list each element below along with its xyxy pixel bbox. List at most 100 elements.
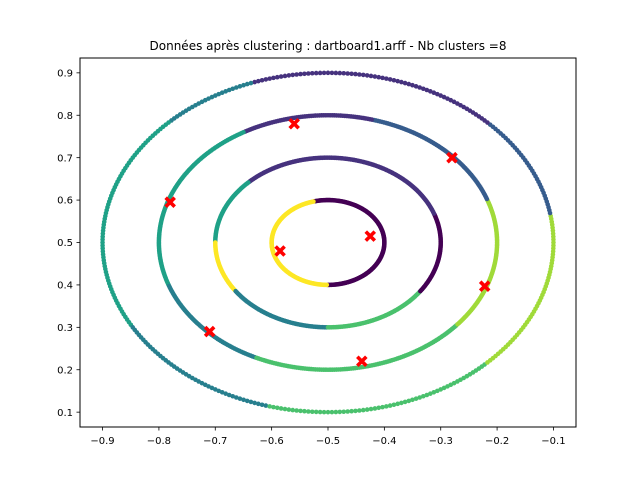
data-point-ring-4 bbox=[341, 409, 347, 415]
data-point-ring-4 bbox=[230, 393, 236, 399]
data-point-ring-4 bbox=[417, 395, 423, 400]
data-point-ring-4 bbox=[317, 70, 323, 76]
data-point-ring-4 bbox=[256, 78, 261, 84]
data-point-ring-4 bbox=[317, 409, 323, 415]
data-point-ring-4 bbox=[248, 399, 254, 405]
data-point-ring-4 bbox=[420, 86, 426, 92]
data-point-ring-4 bbox=[313, 70, 319, 76]
data-point-ring-4 bbox=[263, 403, 269, 408]
data-point-ring-4 bbox=[406, 398, 412, 404]
data-point-ring-4 bbox=[384, 404, 389, 409]
data-point-ring-4 bbox=[282, 73, 288, 79]
data-point-ring-4 bbox=[431, 390, 437, 395]
y-tick-label: 0.7 bbox=[57, 153, 73, 164]
data-point-ring-4 bbox=[424, 87, 430, 93]
data-point-ring-1 bbox=[324, 282, 330, 288]
data-point-ring-4 bbox=[244, 398, 250, 404]
data-point-ring-4 bbox=[302, 408, 307, 414]
data-point-ring-4 bbox=[248, 80, 254, 86]
data-point-ring-4 bbox=[294, 72, 299, 77]
data-point-ring-4 bbox=[219, 90, 225, 95]
data-point-ring-4 bbox=[325, 70, 331, 76]
data-point-ring-4 bbox=[376, 405, 382, 411]
data-point-ring-4 bbox=[263, 77, 269, 82]
data-point-ring-4 bbox=[302, 71, 307, 77]
data-point-ring-4 bbox=[244, 81, 250, 87]
y-tick-label: 0.5 bbox=[57, 238, 73, 249]
data-point-ring-4 bbox=[252, 79, 257, 85]
data-point-ring-4 bbox=[286, 407, 292, 412]
centroid-marker bbox=[356, 355, 368, 368]
data-point-ring-4 bbox=[395, 78, 400, 84]
data-point-ring-4 bbox=[256, 401, 261, 407]
data-point-ring-4 bbox=[278, 74, 284, 79]
data-point-ring-4 bbox=[402, 80, 408, 86]
data-point-ring-4 bbox=[337, 70, 343, 76]
data-point-ring-4 bbox=[380, 75, 385, 81]
centroid-markers bbox=[164, 117, 491, 368]
data-point-ring-4 bbox=[333, 70, 339, 76]
data-point-ring-4 bbox=[384, 76, 389, 81]
x-tick-label: −0.8 bbox=[147, 436, 171, 447]
data-point-ring-4 bbox=[306, 71, 311, 76]
y-tick-label: 0.1 bbox=[57, 408, 73, 419]
data-point-ring-4 bbox=[274, 74, 280, 80]
data-point-ring-4 bbox=[424, 392, 430, 398]
y-tick-label: 0.3 bbox=[57, 323, 73, 334]
data-point-ring-4 bbox=[402, 399, 408, 405]
data-point-ring-4 bbox=[372, 74, 378, 79]
x-tick-label: −0.3 bbox=[429, 436, 453, 447]
data-point-ring-4 bbox=[298, 71, 303, 77]
y-axis: 0.1 0.2 0.3 0.4 0.5 0.6 0.7 0.8 0.9 bbox=[57, 68, 80, 419]
data-point-ring-4 bbox=[241, 397, 246, 403]
data-point-ring-4 bbox=[259, 77, 265, 83]
data-point-ring-4 bbox=[226, 392, 232, 398]
data-point-ring-4 bbox=[337, 409, 343, 415]
centroid-marker bbox=[288, 117, 300, 130]
data-point-ring-4 bbox=[357, 408, 362, 413]
data-point-ring-4 bbox=[290, 72, 296, 78]
data-point-ring-4 bbox=[226, 87, 232, 93]
data-point-ring-4 bbox=[345, 71, 350, 76]
data-point-ring-4 bbox=[333, 409, 339, 415]
data-point-ring-4 bbox=[349, 408, 354, 414]
data-point-ring-4 bbox=[278, 406, 284, 411]
data-point-ring-4 bbox=[313, 409, 319, 415]
data-point-ring-4 bbox=[391, 77, 397, 83]
data-point-ring-4 bbox=[376, 74, 382, 80]
data-point-ring-4 bbox=[234, 85, 239, 90]
data-point-ring-3 bbox=[494, 241, 500, 247]
centroid-marker bbox=[478, 280, 491, 292]
data-point-ring-4 bbox=[410, 397, 415, 403]
centroid-marker bbox=[446, 151, 458, 164]
data-point-ring-4 bbox=[399, 400, 404, 406]
data-point-ring-4 bbox=[223, 391, 228, 396]
data-point-ring-4 bbox=[345, 409, 350, 414]
data-point-ring-4 bbox=[420, 393, 426, 399]
data-point-ring-4 bbox=[252, 400, 257, 406]
data-point-ring-4 bbox=[364, 73, 370, 78]
chart-title: Données après clustering : dartboard1.ar… bbox=[150, 39, 507, 53]
y-tick-label: 0.2 bbox=[57, 365, 73, 376]
data-point-ring-4 bbox=[271, 75, 276, 81]
data-point-ring-4 bbox=[329, 409, 335, 415]
data-point-ring-4 bbox=[399, 79, 404, 85]
data-point-ring-4 bbox=[241, 82, 246, 88]
data-point-ring-4 bbox=[267, 76, 272, 81]
data-point-ring-4 bbox=[551, 243, 556, 248]
data-point-ring-4 bbox=[428, 391, 433, 396]
data-point-ring-4 bbox=[417, 85, 423, 90]
data-point-ring-4 bbox=[341, 70, 347, 76]
data-point-ring-4 bbox=[230, 86, 236, 92]
data-point-ring-4 bbox=[309, 409, 315, 415]
data-point-ring-4 bbox=[353, 408, 358, 414]
x-tick-label: −0.4 bbox=[372, 436, 396, 447]
data-point-ring-4 bbox=[391, 402, 397, 408]
y-tick-label: 0.9 bbox=[57, 68, 73, 79]
data-point-ring-2 bbox=[438, 241, 444, 247]
data-point-ring-4 bbox=[325, 409, 331, 415]
data-point-ring-4 bbox=[435, 91, 440, 97]
data-point-ring-4 bbox=[321, 70, 327, 76]
data-point-ring-4 bbox=[294, 408, 299, 413]
data-point-ring-4 bbox=[387, 403, 393, 408]
